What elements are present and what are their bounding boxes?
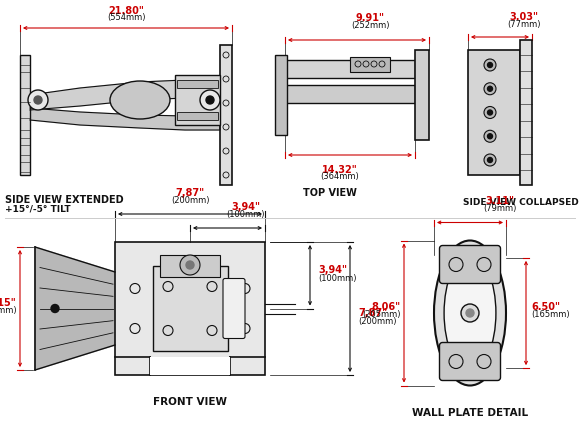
Circle shape — [186, 261, 194, 269]
Text: (258mm): (258mm) — [0, 306, 17, 315]
Circle shape — [488, 63, 492, 67]
Text: +15°/-5° TILT: +15°/-5° TILT — [5, 205, 71, 214]
Text: 3,94": 3,94" — [231, 202, 260, 212]
Circle shape — [488, 110, 492, 115]
Bar — [175, 75, 220, 125]
FancyBboxPatch shape — [223, 279, 245, 339]
Circle shape — [488, 158, 492, 162]
Text: 14.32": 14.32" — [322, 165, 358, 175]
Text: FRONT VIEW: FRONT VIEW — [153, 397, 227, 407]
Ellipse shape — [110, 81, 170, 119]
Bar — [115, 242, 265, 375]
Circle shape — [28, 90, 48, 110]
Text: 6.50": 6.50" — [531, 302, 560, 312]
Circle shape — [484, 130, 496, 142]
Bar — [520, 40, 532, 185]
Bar — [275, 55, 287, 135]
Text: 8.06": 8.06" — [372, 302, 401, 312]
Bar — [20, 55, 30, 175]
Bar — [177, 112, 218, 120]
Bar — [160, 255, 220, 277]
Text: (165mm): (165mm) — [531, 311, 570, 319]
Circle shape — [461, 304, 479, 322]
Ellipse shape — [434, 240, 506, 385]
Bar — [177, 80, 218, 88]
Circle shape — [466, 309, 474, 317]
Polygon shape — [30, 108, 220, 130]
Text: 3.03": 3.03" — [509, 12, 538, 22]
Text: 21.80": 21.80" — [108, 6, 144, 16]
Circle shape — [488, 134, 492, 139]
Circle shape — [484, 59, 496, 71]
Text: 10.15": 10.15" — [0, 297, 17, 307]
Text: (554mm): (554mm) — [107, 13, 145, 22]
Text: 3.11": 3.11" — [485, 197, 514, 206]
Text: (200mm): (200mm) — [358, 317, 397, 326]
Text: WALL PLATE DETAIL: WALL PLATE DETAIL — [412, 407, 528, 417]
Text: SIDE VIEW EXTENDED: SIDE VIEW EXTENDED — [5, 195, 124, 205]
Text: (205mm): (205mm) — [362, 311, 401, 319]
Text: (100mm): (100mm) — [318, 274, 357, 283]
Text: (79mm): (79mm) — [483, 205, 517, 213]
Circle shape — [484, 83, 496, 95]
Text: 7,87": 7,87" — [175, 188, 205, 198]
Bar — [415, 50, 429, 140]
Text: (77mm): (77mm) — [508, 20, 541, 29]
Text: (364mm): (364mm) — [321, 172, 360, 181]
Bar — [220, 45, 232, 185]
Ellipse shape — [444, 255, 496, 371]
Bar — [285, 60, 415, 78]
Bar — [150, 357, 230, 375]
Text: (200mm): (200mm) — [171, 196, 209, 205]
Circle shape — [34, 96, 42, 104]
Circle shape — [488, 86, 492, 91]
Circle shape — [180, 255, 200, 275]
Bar — [285, 85, 415, 103]
Text: SIDE VIEW COLLAPSED: SIDE VIEW COLLAPSED — [463, 198, 579, 207]
Text: 7,87": 7,87" — [358, 308, 387, 318]
FancyBboxPatch shape — [440, 246, 501, 283]
Bar — [468, 50, 520, 175]
Text: (252mm): (252mm) — [351, 21, 389, 30]
Polygon shape — [35, 247, 115, 370]
Bar — [350, 57, 390, 72]
Circle shape — [200, 90, 220, 110]
Circle shape — [51, 304, 59, 312]
Text: TOP VIEW: TOP VIEW — [303, 188, 357, 198]
Bar — [153, 266, 227, 351]
Text: 9.91": 9.91" — [356, 13, 385, 23]
Circle shape — [484, 154, 496, 166]
Circle shape — [206, 96, 214, 104]
Circle shape — [484, 106, 496, 119]
Polygon shape — [30, 80, 220, 110]
Text: 3,94": 3,94" — [318, 265, 347, 275]
FancyBboxPatch shape — [440, 343, 501, 381]
Text: (100mm): (100mm) — [226, 210, 264, 219]
